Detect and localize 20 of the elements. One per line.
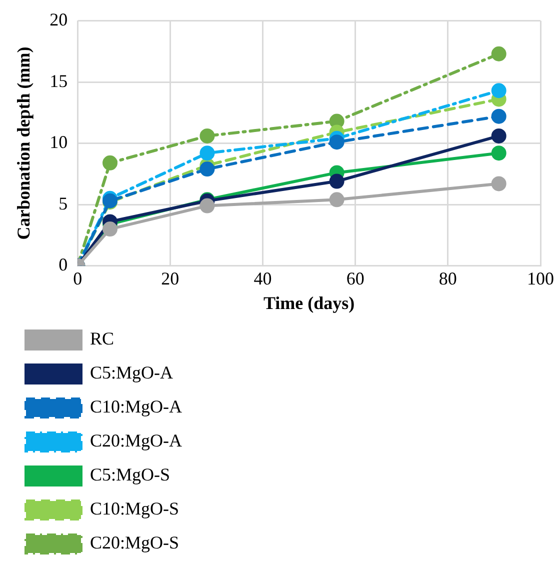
legend-label: C10:MgO-A <box>90 396 272 417</box>
y-axis-title: Carbonation depth (mm) <box>13 46 34 240</box>
y-tick-label: 0 <box>58 254 68 275</box>
legend-label: C10:MgO-S <box>90 498 270 519</box>
legend-label: C20:MgO-A <box>90 430 272 451</box>
x-tick-label: 100 <box>527 268 554 288</box>
x-tick-label: 20 <box>161 268 180 288</box>
legend-label: C20:MgO-S <box>90 532 270 553</box>
x-tick-label: 60 <box>346 268 364 288</box>
legend-label: RC <box>90 328 330 349</box>
x-tick-label: 0 <box>73 268 82 288</box>
legend-label: C5:MgO-S <box>90 464 278 485</box>
y-tick-label: 10 <box>50 132 68 152</box>
y-tick-label: 20 <box>50 10 68 30</box>
x-axis-title: Time (days) <box>263 292 355 313</box>
x-tick-label: 80 <box>438 268 457 288</box>
y-tick-label: 15 <box>50 70 68 91</box>
x-tick-label: 40 <box>254 268 272 288</box>
legend-label: C5:MgO-A <box>90 362 282 383</box>
y-tick-label: 5 <box>58 193 68 214</box>
